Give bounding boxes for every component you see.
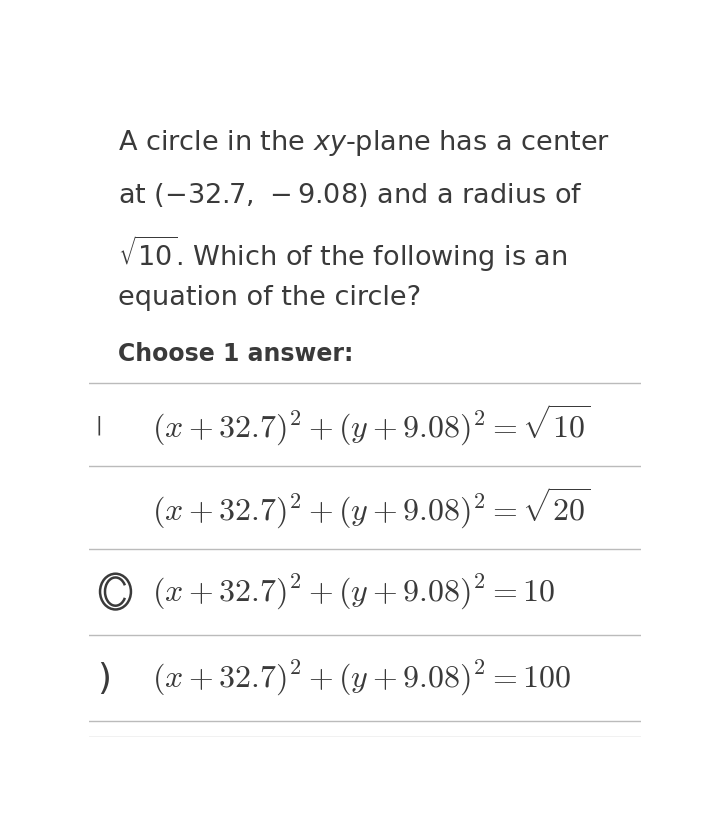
Text: Choose 1 answer:: Choose 1 answer: <box>117 342 353 366</box>
Text: equation of the circle?: equation of the circle? <box>117 285 421 310</box>
Text: at $(-32.7,\,-9.08)$ and a radius of: at $(-32.7,\,-9.08)$ and a radius of <box>117 181 582 209</box>
Text: $(x+32.7)^2+(y+9.08)^2=100$: $(x+32.7)^2+(y+9.08)^2=100$ <box>152 658 572 697</box>
Text: $(x+32.7)^2+(y+9.08)^2=\sqrt{10}$: $(x+32.7)^2+(y+9.08)^2=\sqrt{10}$ <box>152 402 591 447</box>
Text: ): ) <box>98 661 112 695</box>
Text: A circle in the $xy$-plane has a center: A circle in the $xy$-plane has a center <box>117 128 609 158</box>
Text: $(x+32.7)^2+(y+9.08)^2=\sqrt{20}$: $(x+32.7)^2+(y+9.08)^2=\sqrt{20}$ <box>152 484 591 530</box>
Text: $\sqrt{10}$. Which of the following is an: $\sqrt{10}$. Which of the following is a… <box>117 233 567 273</box>
Text: |: | <box>95 415 103 434</box>
Text: $(x+32.7)^2+(y+9.08)^2=10$: $(x+32.7)^2+(y+9.08)^2=10$ <box>152 572 555 611</box>
